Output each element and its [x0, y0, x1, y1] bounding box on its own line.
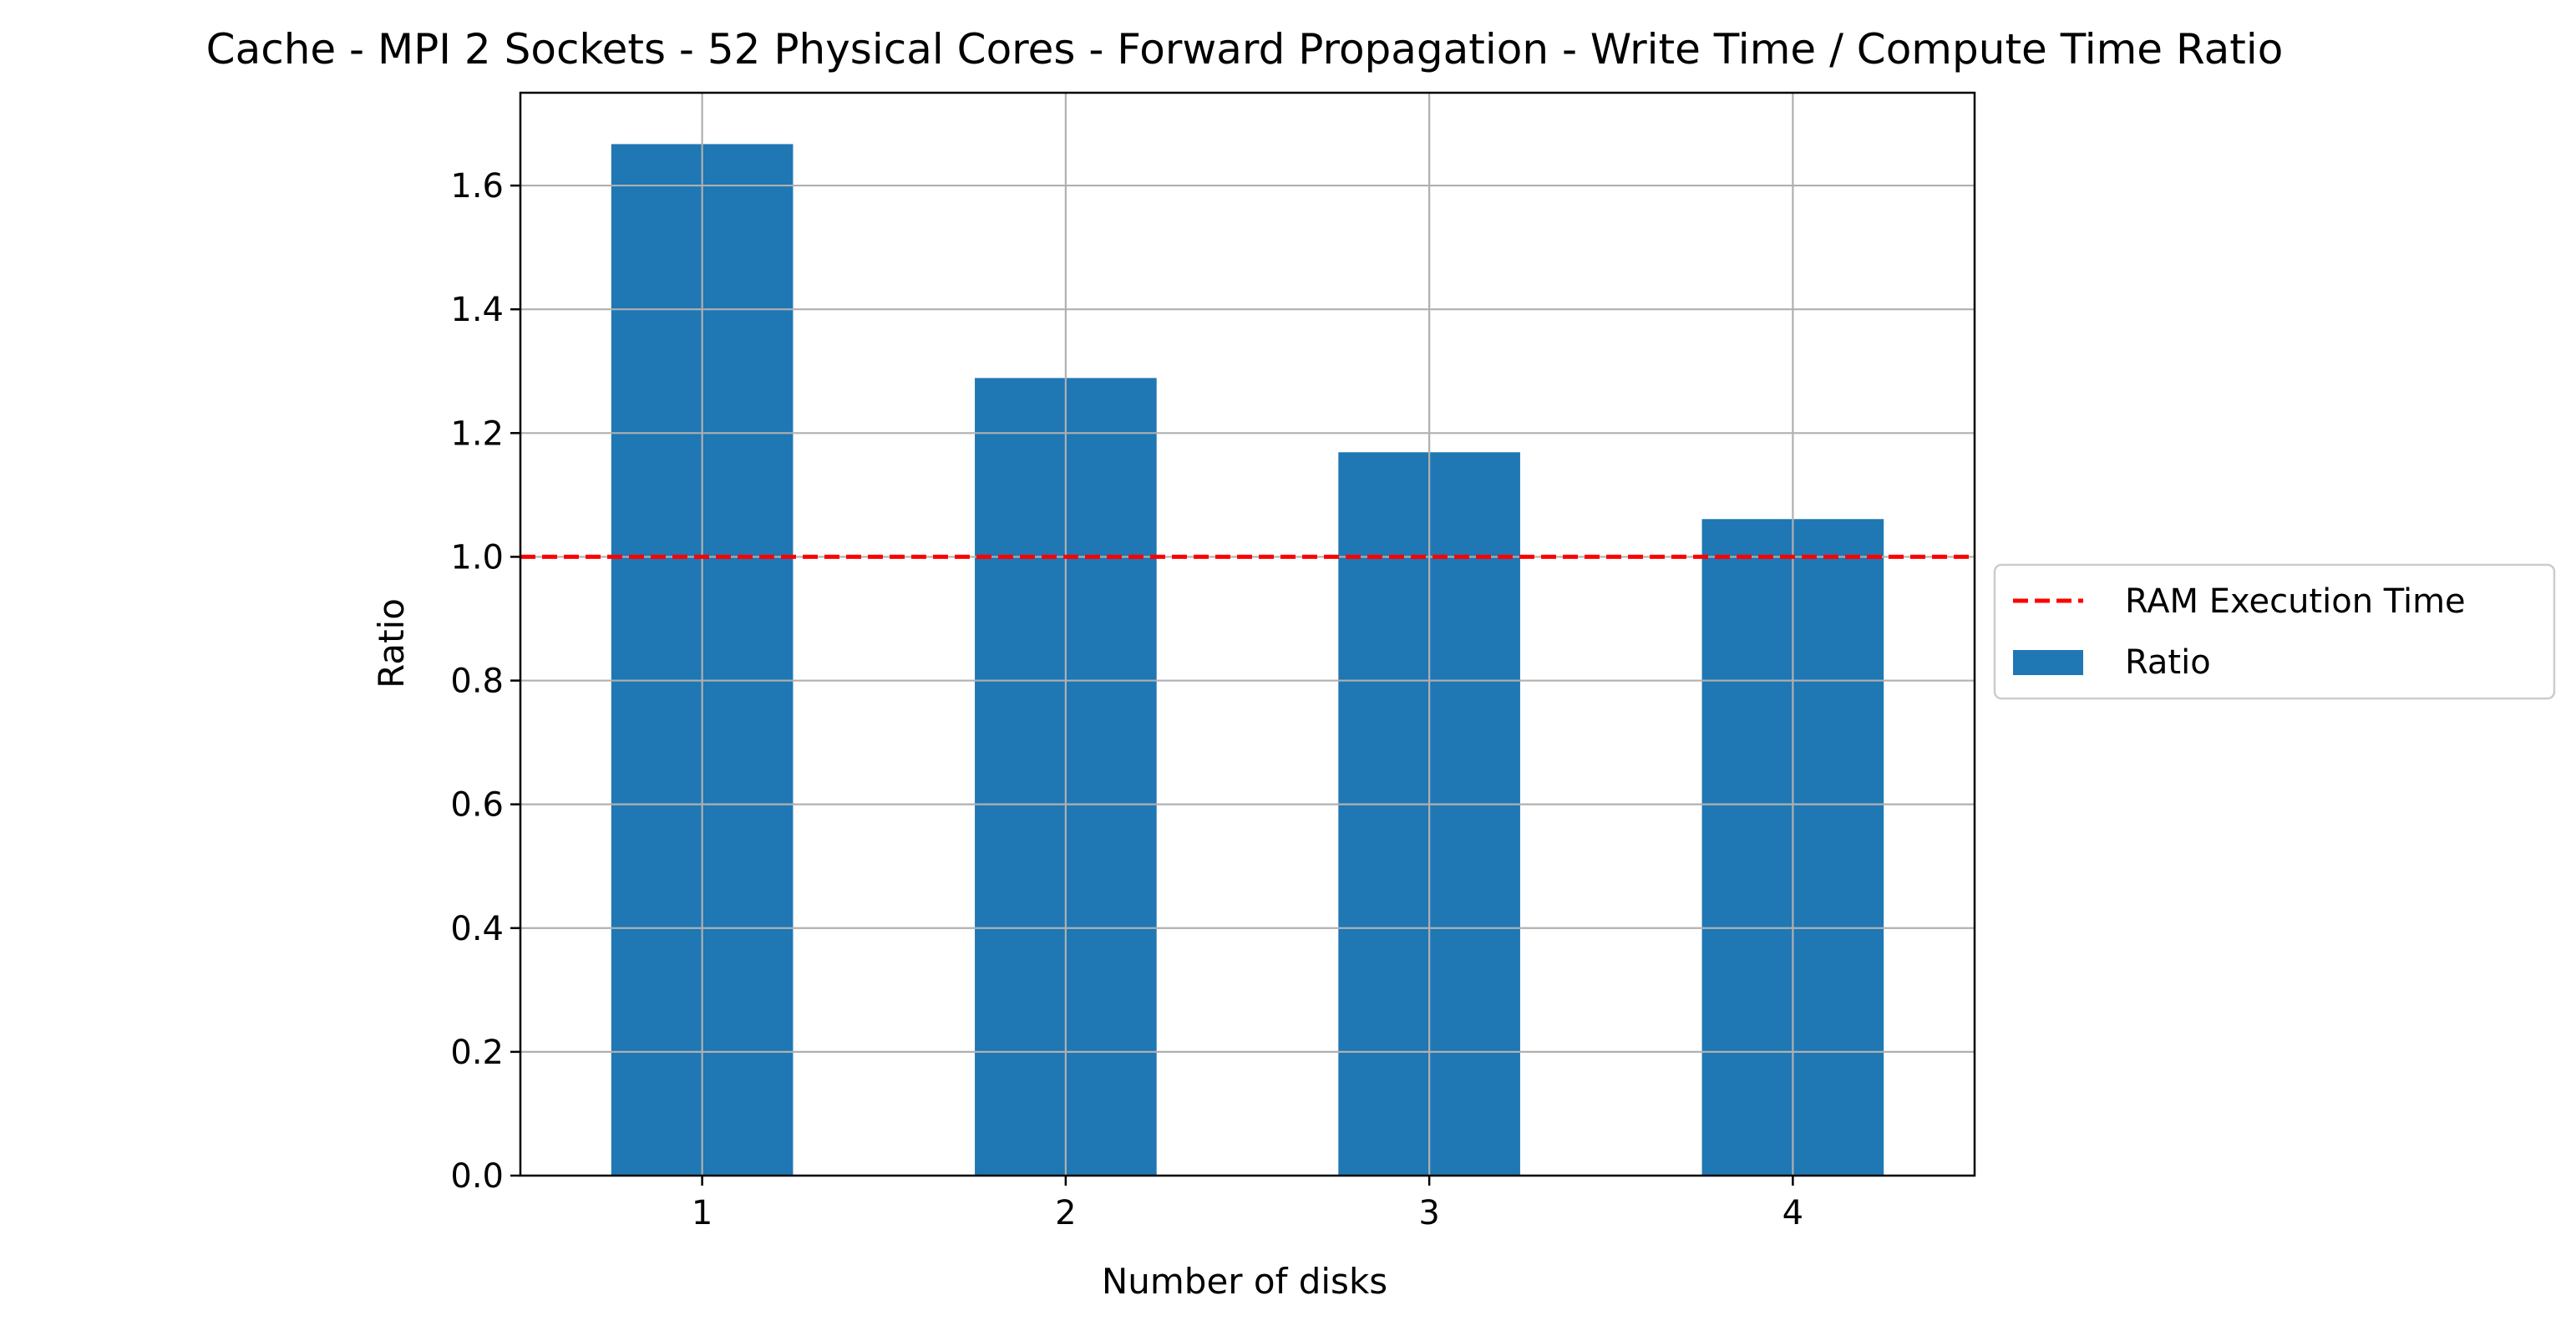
legend-swatch-ratio	[2013, 650, 2083, 675]
y-tick-label: 0.8	[450, 663, 504, 701]
x-tick-label: 4	[1782, 1194, 1803, 1232]
x-tick-label: 2	[1055, 1194, 1076, 1232]
y-tick-label: 0.4	[450, 910, 504, 948]
legend-label-ram-execution-time: RAM Execution Time	[2125, 582, 2466, 621]
legend-label-ratio: Ratio	[2125, 643, 2211, 682]
y-tick-label: 1.0	[450, 538, 504, 577]
legend: RAM Execution Time Ratio	[1993, 563, 2556, 700]
y-tick-label: 0.6	[450, 786, 504, 825]
y-axis-label: Ratio	[371, 598, 412, 688]
y-tick-label: 0.2	[450, 1034, 504, 1072]
x-axis-ticks: 1 2 3 4	[692, 1176, 1803, 1232]
chart-title: Cache - MPI 2 Sockets - 52 Physical Core…	[206, 25, 2284, 74]
x-axis-label: Number of disks	[1102, 1261, 1387, 1302]
y-tick-label: 1.4	[450, 291, 504, 329]
y-axis-ticks: 0.0 0.2 0.4 0.6 0.8 1.0 1.2 1.4 1.6	[450, 167, 520, 1196]
plot-frame	[519, 91, 1976, 1177]
x-tick-label: 1	[692, 1194, 712, 1232]
x-tick-label: 3	[1418, 1194, 1439, 1232]
bars	[611, 144, 1884, 1176]
y-tick-label: 1.2	[450, 414, 504, 453]
legend-box	[1993, 563, 2556, 700]
y-tick-label: 1.6	[450, 167, 504, 206]
y-tick-label: 0.0	[450, 1157, 504, 1196]
